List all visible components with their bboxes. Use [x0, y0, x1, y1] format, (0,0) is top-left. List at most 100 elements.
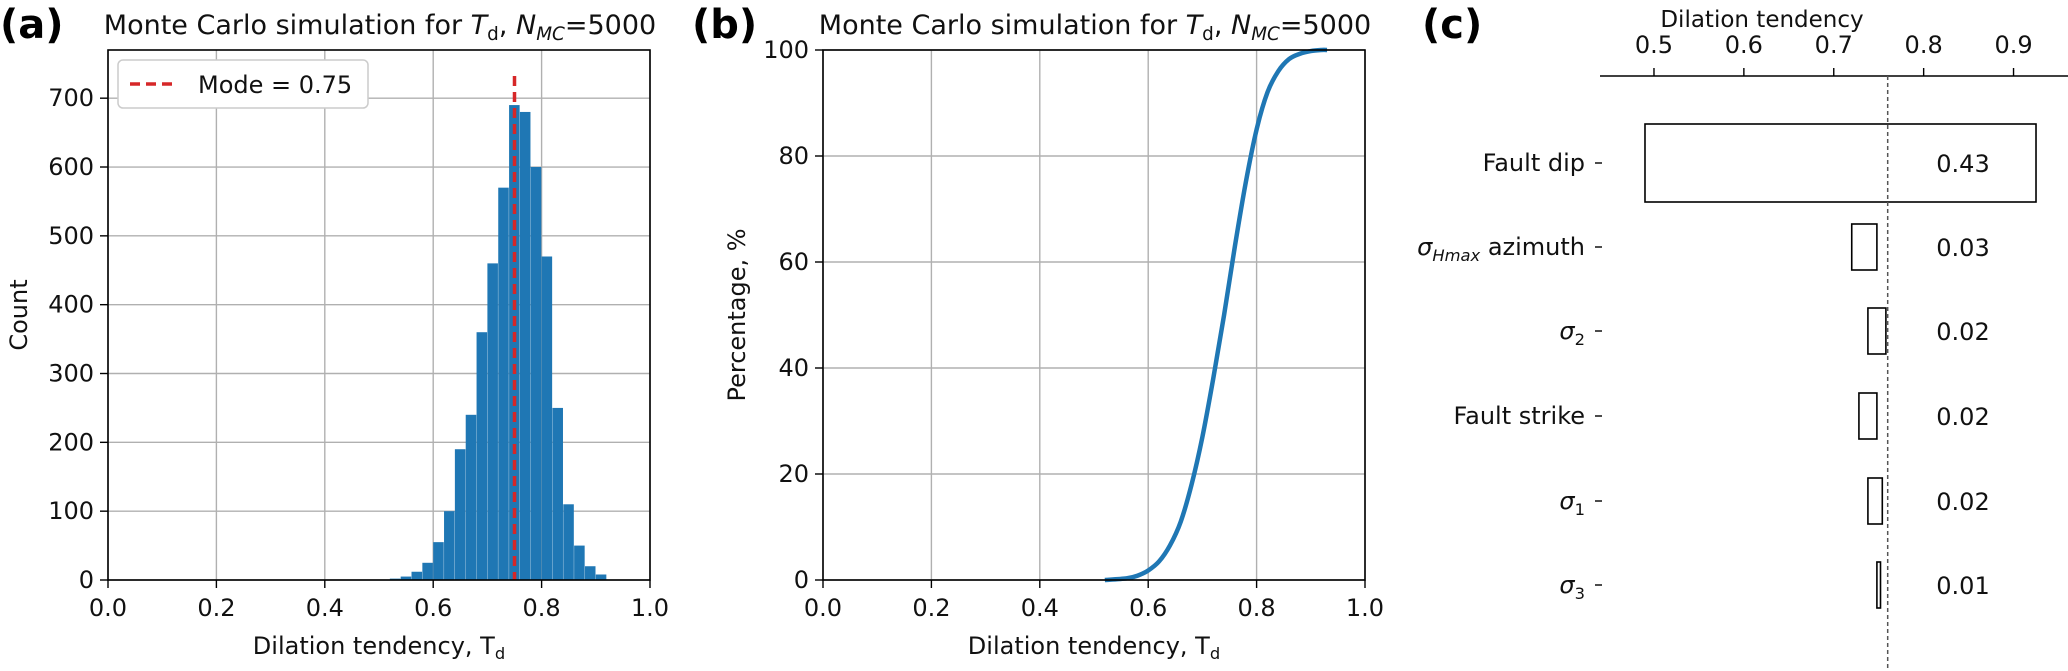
- tornado-bar: [1876, 561, 1882, 609]
- panel-b-ylabel: Percentage, %: [723, 228, 751, 401]
- histogram-bar: [476, 332, 488, 580]
- panel-label-c: (c): [1422, 2, 1482, 48]
- histogram-bar: [411, 571, 423, 580]
- tick-label-x: 0.6: [1725, 31, 1763, 59]
- tick-label-x: 0.8: [523, 594, 561, 622]
- histogram-bar: [444, 511, 455, 580]
- title-sub2: MC: [1251, 24, 1280, 45]
- panel-b-frame: [822, 49, 1366, 581]
- panel-a-title: Monte Carlo simulation for Td, NMC=5000: [104, 10, 656, 45]
- sensitivity-value: 0.02: [1936, 318, 1989, 346]
- title-sep: ,: [1214, 10, 1223, 41]
- category-symbol: σ: [1559, 571, 1575, 599]
- tick-label-y: 40: [778, 354, 809, 382]
- sensitivity-value: 0.43: [1936, 150, 1989, 178]
- category-label: σHmax azimuth: [1417, 233, 1585, 265]
- category-label: σ3: [1559, 571, 1585, 603]
- panel-b-cdf-line: [1104, 47, 1328, 583]
- sensitivity-value: 0.03: [1936, 234, 1989, 262]
- category-sub: 1: [1575, 500, 1585, 519]
- panel-label-b: (b): [692, 2, 757, 48]
- histogram-bar: [498, 187, 509, 580]
- title-var-n: N: [1222, 10, 1251, 41]
- histogram-bar: [400, 576, 412, 580]
- category-sub: 3: [1575, 584, 1585, 603]
- panel-b-title: Monte Carlo simulation for Td, NMC=5000: [819, 10, 1371, 45]
- histogram-bar: [563, 504, 574, 580]
- tick-label-y: 200: [48, 428, 94, 456]
- title-sub2: MC: [536, 24, 565, 45]
- tick-label-x: 1.0: [1346, 594, 1384, 622]
- histogram-bar: [541, 256, 553, 580]
- title-tail: =5000: [565, 10, 656, 41]
- sensitivity-value: 0.02: [1936, 403, 1989, 431]
- histogram-bar: [487, 263, 498, 580]
- tick-label-y: 20: [778, 460, 809, 488]
- panel-a-ticks: 0.0 0.2 0.4 0.6 0.8 1.0 0 100 200 300 400 500 600 700: [48, 84, 669, 622]
- panel-b-grid: [822, 49, 1366, 581]
- panel-b-xlabel: Dilation tendency, Td: [968, 632, 1220, 663]
- histogram-bar: [530, 167, 542, 580]
- tick-label-x: 0.7: [1815, 31, 1853, 59]
- category-tail: azimuth: [1480, 233, 1585, 261]
- histogram-bar: [509, 105, 520, 580]
- panel-c-tornado: (c) Dilation tendency 0.5 0.6 0.7 0.8 0.9 Fa…: [1417, 2, 2068, 671]
- title-sub: d: [487, 24, 499, 45]
- category-label: σ2: [1559, 317, 1585, 349]
- tick-label-x: 0.9: [1994, 31, 2032, 59]
- panel-a-ylabel: Count: [5, 279, 33, 350]
- title-sep: ,: [499, 10, 508, 41]
- category-symbol: σ: [1559, 317, 1575, 345]
- histogram-bar: [584, 566, 596, 580]
- xlabel-sub: d: [1210, 644, 1220, 663]
- panel-c-sensitivity-values: 0.43 0.03 0.02 0.02 0.02 0.01: [1936, 150, 1989, 600]
- tick-label-x: 0.2: [197, 594, 235, 622]
- tornado-bar: [1850, 223, 1878, 271]
- tick-label-y: 600: [48, 153, 94, 181]
- title-text: Monte Carlo simulation for: [104, 10, 471, 41]
- sensitivity-value: 0.01: [1936, 572, 1989, 600]
- tick-label-y: 300: [48, 360, 94, 388]
- tornado-bar: [1867, 307, 1887, 355]
- category-label: σ1: [1559, 487, 1585, 519]
- category-label: Fault dip: [1483, 149, 1585, 177]
- panel-c-ticks: 0.5 0.6 0.7 0.8 0.9: [1635, 31, 2033, 76]
- histogram-bar: [465, 414, 477, 580]
- histogram-bar: [574, 545, 585, 580]
- category-symbol: σ: [1417, 233, 1433, 261]
- title-var: T: [1186, 10, 1205, 41]
- tick-label-x: 0.4: [306, 594, 344, 622]
- tornado-bar: [1858, 392, 1878, 440]
- legend-box: [117, 59, 369, 109]
- tick-label-y: 0: [794, 566, 809, 594]
- histogram-bar: [454, 449, 466, 580]
- panel-a-histogram: (a) Monte Carlo simulation for Td, NMC=5…: [0, 2, 669, 663]
- title-sub: d: [1202, 24, 1214, 45]
- tick-label-x: 0.6: [1129, 594, 1167, 622]
- panel-a-grid: [107, 50, 651, 581]
- xlabel-sub: d: [495, 644, 505, 663]
- tick-label-x: 0.2: [912, 594, 950, 622]
- tick-label-y: 700: [48, 84, 94, 112]
- histogram-bar: [422, 562, 433, 580]
- category-sub: 2: [1575, 330, 1585, 349]
- tick-label-y: 400: [48, 291, 94, 319]
- tick-label-x: 0.5: [1635, 31, 1673, 59]
- tick-label-x: 0.8: [1238, 594, 1276, 622]
- panel-a-legend: Mode = 0.75: [117, 59, 369, 109]
- tick-label-y: 100: [763, 36, 809, 64]
- tick-label-y: 60: [778, 248, 809, 276]
- legend-mode-label: Mode = 0.75: [198, 71, 352, 99]
- tick-label-x: 0.8: [1905, 31, 1943, 59]
- panel-a-frame: [107, 49, 651, 581]
- panel-c-bars: [1644, 123, 2037, 609]
- histogram-bar: [595, 574, 607, 580]
- tick-label-y: 500: [48, 222, 94, 250]
- panel-a-xlabel: Dilation tendency, Td: [253, 632, 505, 663]
- tick-label-x: 0.0: [89, 594, 127, 622]
- panel-a-bars: [389, 105, 607, 580]
- xlabel-text: Dilation tendency, T: [253, 632, 495, 660]
- tick-label-y: 0: [79, 566, 94, 594]
